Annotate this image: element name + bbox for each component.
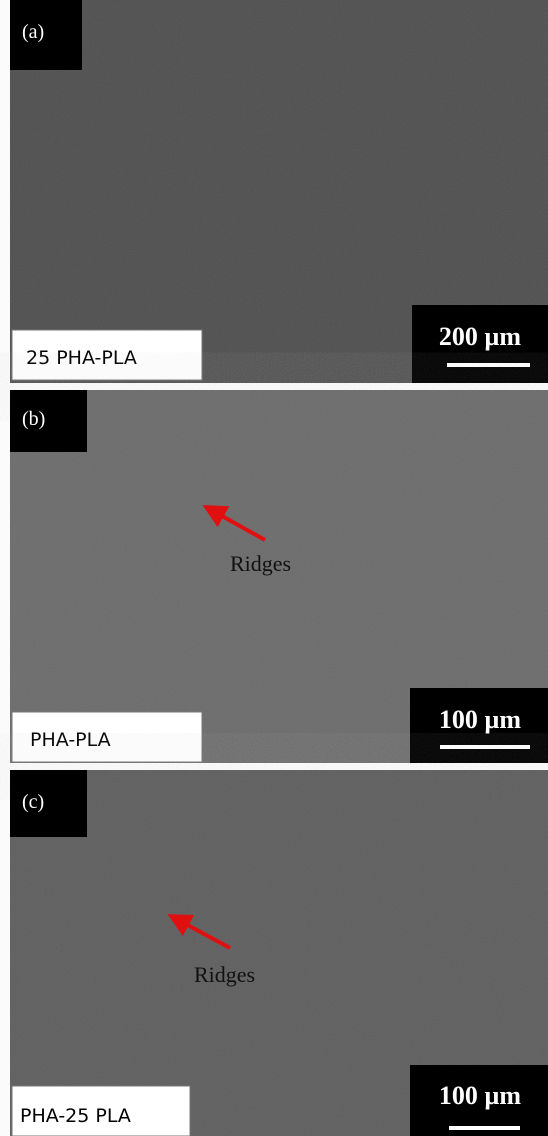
scale-label: 100 µm [439, 1081, 521, 1110]
panel-a: (a) 25 PHA-PLA 200 µm [10, 0, 548, 383]
page: {"panels": [ {"label": "(a)", "sample": … [0, 0, 548, 1136]
panel-c: (c) Ridges PHA-25 PLA 100 µm [10, 770, 548, 1136]
label-box [10, 0, 82, 70]
sample-label: PHA-PLA [30, 729, 111, 751]
panel-label: (a) [22, 21, 44, 43]
figure: (a) 25 PHA-PLA 200 µm (b) Ridges PHA-PLA… [0, 0, 548, 1136]
panel-b: (b) Ridges PHA-PLA 100 µm [10, 390, 548, 763]
scale-label: 100 µm [439, 705, 521, 734]
sample-label: 25 PHA-PLA [26, 347, 137, 369]
scale-label: 200 µm [439, 322, 521, 351]
annotation: Ridges [194, 962, 255, 987]
panel-label: (c) [22, 791, 44, 813]
sample-label: PHA-25 PLA [20, 1105, 131, 1127]
annotation: Ridges [230, 551, 291, 576]
panel-label: (b) [22, 408, 45, 430]
